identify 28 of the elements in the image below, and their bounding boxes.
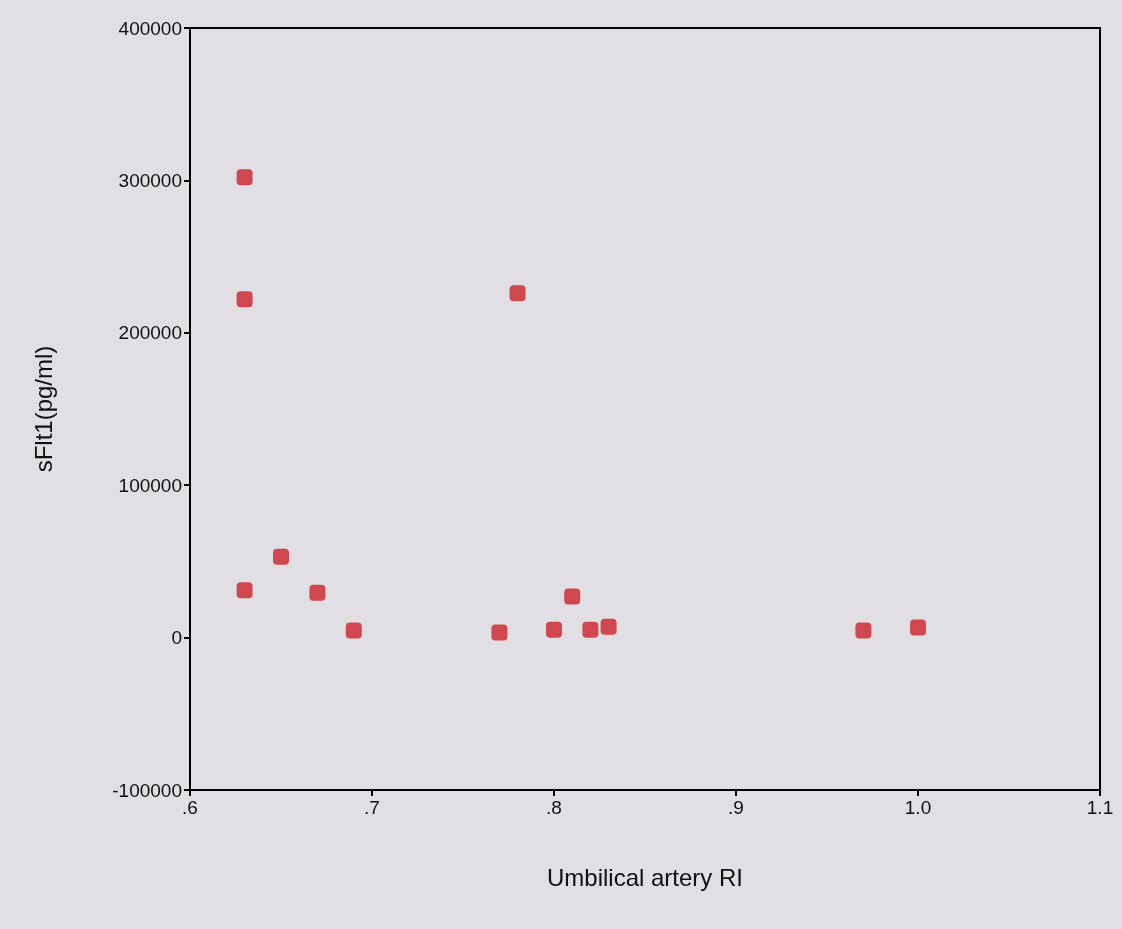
point — [582, 621, 599, 638]
point — [236, 291, 253, 308]
y-tick-label: -100000 — [112, 779, 182, 801]
y-tick-label: 0 — [171, 627, 182, 649]
y-tick-label: 200000 — [118, 322, 182, 344]
point — [236, 169, 253, 186]
point — [910, 619, 926, 636]
y-axis-title: sFlt1(pg/ml) — [29, 345, 57, 473]
x-tick-label: .8 — [546, 797, 562, 818]
point — [509, 285, 526, 302]
x-tick-label: .9 — [728, 797, 744, 818]
x-tick-label: 1.1 — [1086, 797, 1114, 818]
point — [273, 548, 289, 565]
point — [236, 582, 253, 599]
point — [345, 622, 362, 639]
point — [564, 588, 581, 605]
point — [309, 584, 326, 601]
x-axis-title: Umbilical artery RI — [546, 863, 744, 891]
point — [491, 624, 508, 641]
point — [855, 622, 872, 639]
x-tick-label: .6 — [182, 797, 198, 818]
x-tick-label: 1.0 — [904, 797, 932, 818]
point — [546, 621, 562, 638]
y-tick-label: 300000 — [118, 169, 182, 191]
point — [600, 618, 617, 635]
x-tick-label: .7 — [364, 797, 380, 818]
y-tick-label: 400000 — [118, 17, 182, 39]
y-tick-label: 100000 — [118, 474, 182, 496]
